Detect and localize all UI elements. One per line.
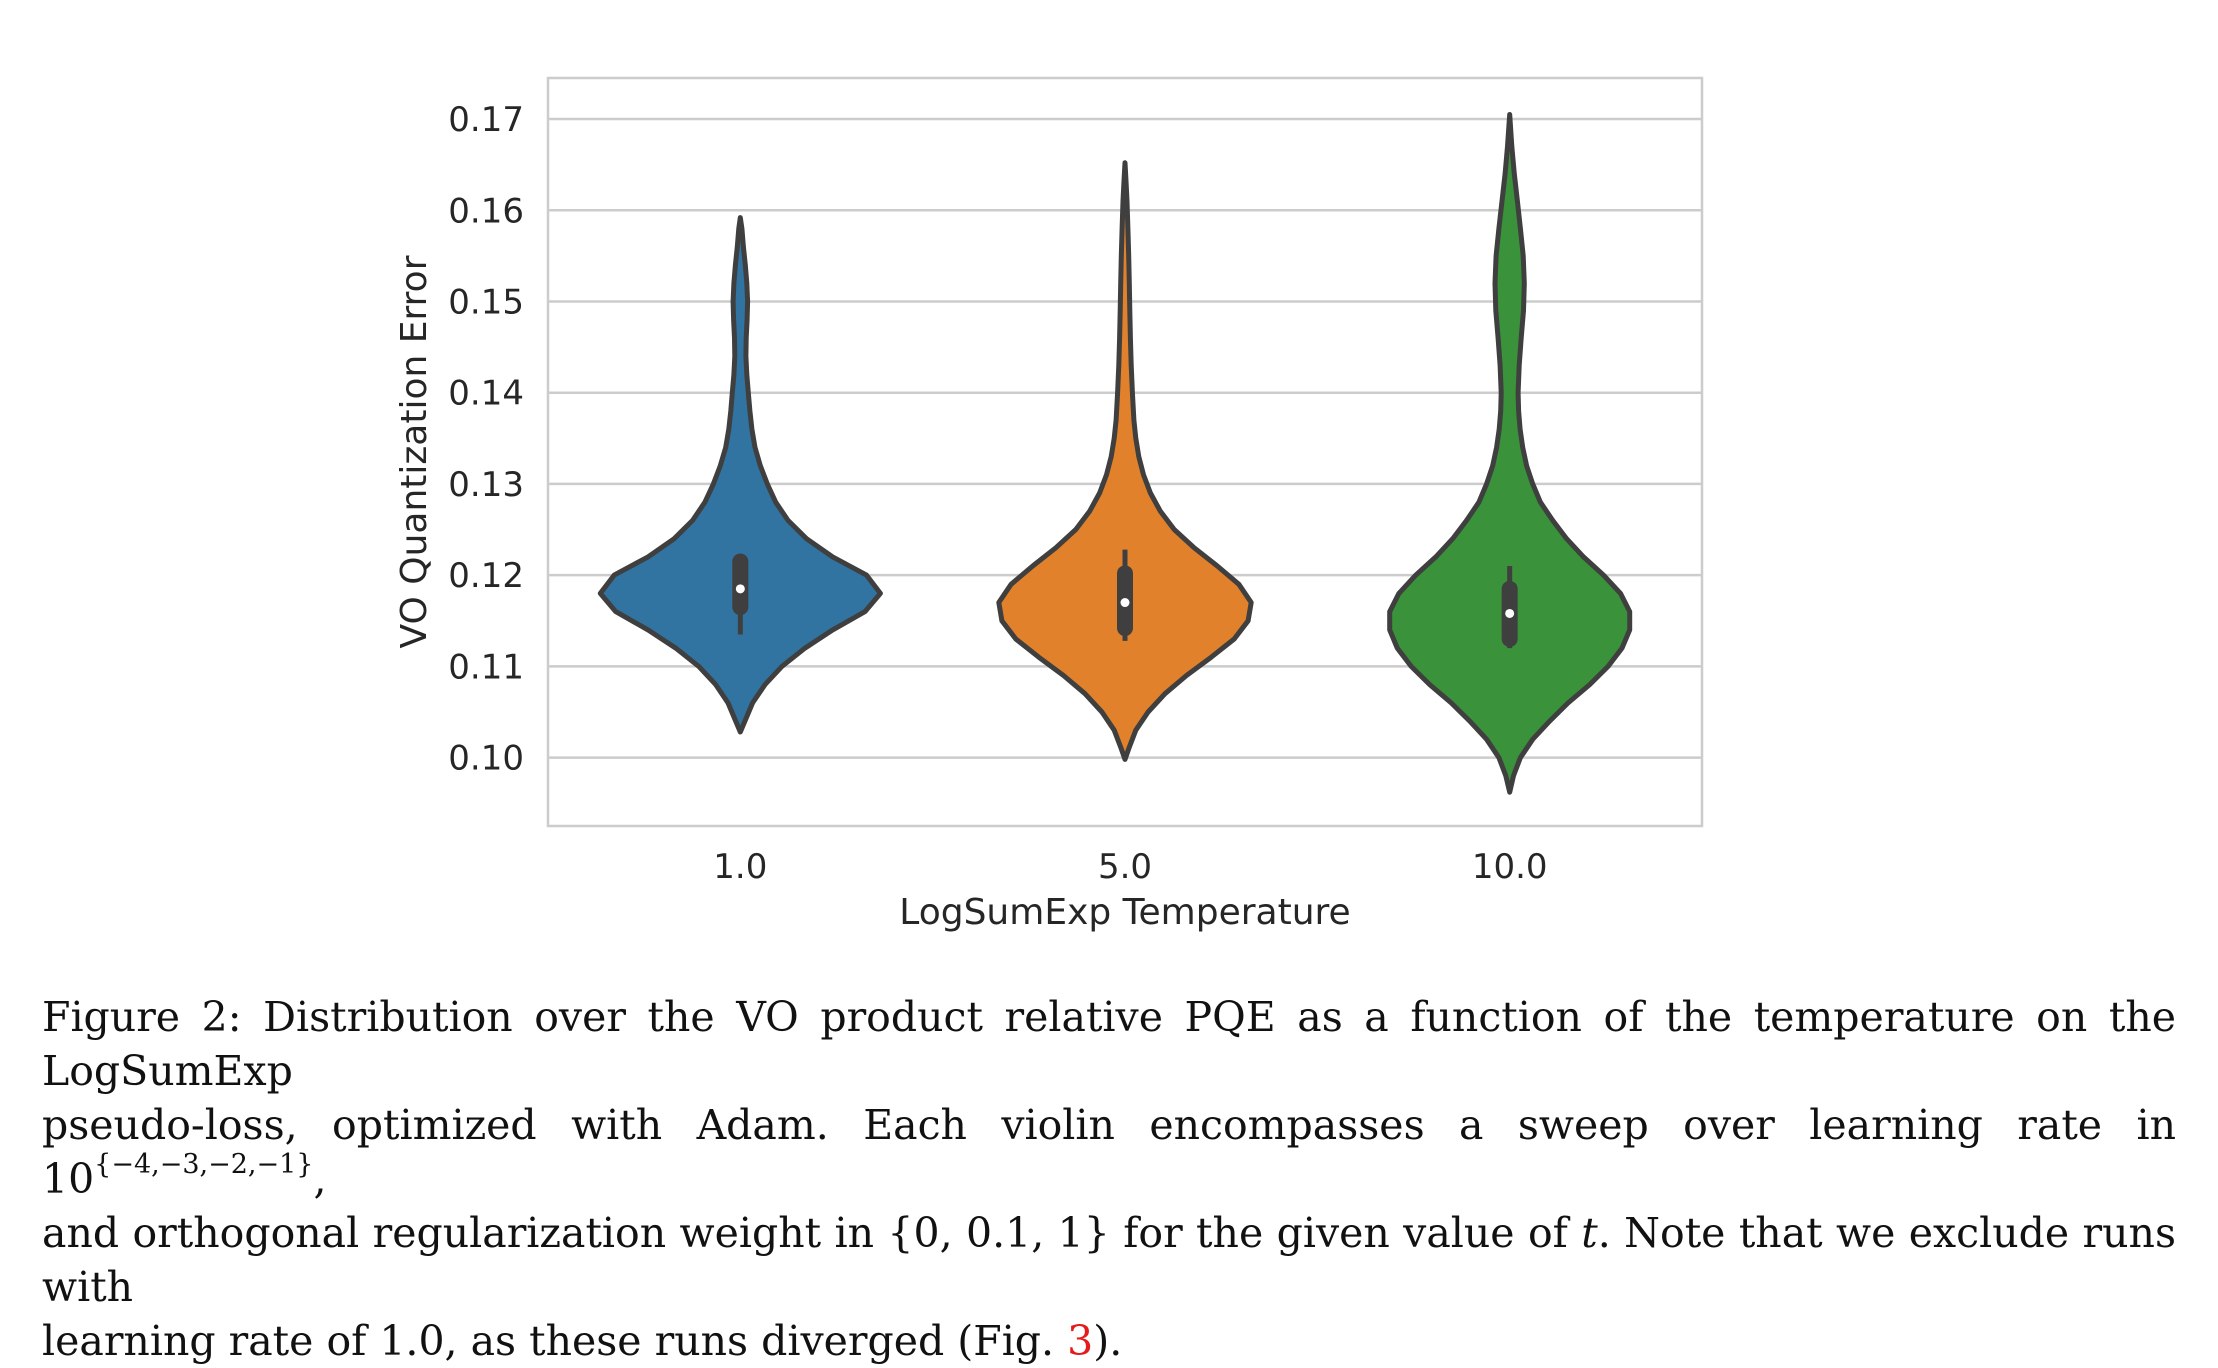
violins [597, 112, 1633, 795]
temperature-variable: t [1581, 1209, 1598, 1257]
violin-plot-figure: 0.10 0.11 0.12 0.13 0.14 0.15 0.16 0.17 1.0 5.0 10… [394, 76, 1704, 933]
caption-line-2: pseudo-loss, optimized with Adam. Each v… [42, 1098, 2176, 1206]
y-tick-label: 0.14 [448, 374, 524, 414]
caption-line-3: and orthogonal regularization weight in … [42, 1206, 2176, 1314]
caption-line-4-end: ). [1093, 1317, 1123, 1365]
learning-rate-exponent: {−4,−3,−2,−1} [94, 1149, 314, 1180]
x-tick-label: 5.0 [1098, 847, 1152, 887]
x-tick-label: 10.0 [1472, 847, 1548, 887]
plot-frame [546, 76, 1704, 828]
violin-body [597, 215, 883, 735]
caption-line-2-end: , [313, 1155, 327, 1203]
caption-line-2-text: pseudo-loss, optimized with Adam. Each v… [42, 1101, 2176, 1203]
y-tick-label: 0.12 [448, 556, 524, 596]
median-dot [735, 584, 745, 594]
y-tick-label: 0.15 [448, 282, 524, 322]
x-tick-label: 1.0 [713, 847, 767, 887]
x-axis-label: LogSumExp Temperature [899, 892, 1350, 933]
y-tick-label: 0.10 [448, 739, 524, 779]
y-tick-label: 0.16 [448, 191, 524, 231]
tick-labels: 0.10 0.11 0.12 0.13 0.14 0.15 0.16 0.17 1.0 5.0 10… [448, 100, 1547, 887]
caption-line-4-text: learning rate of 1.0, as these runs dive… [42, 1317, 1055, 1365]
caption-line-3-text: and orthogonal regularization weight in … [42, 1209, 1568, 1257]
caption-line-4: learning rate of 1.0, as these runs dive… [42, 1314, 2176, 1368]
y-tick-label: 0.11 [448, 647, 524, 687]
figure-caption: Figure 2: Distribution over the VO produ… [42, 990, 2176, 1368]
y-axis-label: VO Quantization Error [394, 255, 435, 648]
y-tick-label: 0.13 [448, 465, 524, 505]
figure-3-link[interactable]: 3 [1067, 1317, 1094, 1365]
median-dot [1120, 598, 1130, 608]
violin-body [1387, 112, 1633, 795]
median-dot [1505, 608, 1515, 618]
y-tick-label: 0.17 [448, 100, 524, 140]
caption-line-1: Figure 2: Distribution over the VO produ… [42, 993, 2176, 1095]
violin-body [996, 160, 1254, 762]
violin-chart: 0.10 0.11 0.12 0.13 0.14 0.15 0.16 0.17 1.0 5.0 10… [394, 76, 1704, 933]
